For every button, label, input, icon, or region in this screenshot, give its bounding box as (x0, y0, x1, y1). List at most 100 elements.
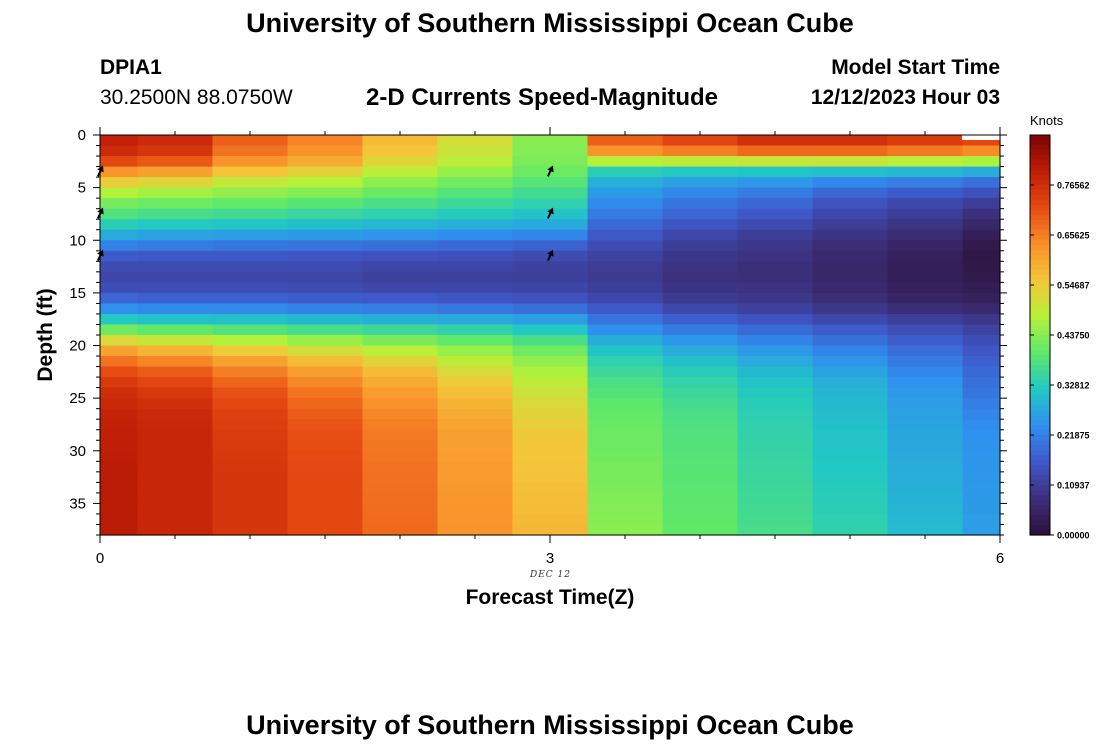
heatmap-cell (887, 440, 964, 452)
heatmap-cell (662, 377, 739, 389)
heatmap-cell (887, 513, 964, 526)
heatmap-cell (887, 250, 964, 262)
heatmap-cell (362, 145, 439, 157)
heatmap-cell (137, 229, 214, 241)
heatmap-cell (100, 313, 139, 326)
heatmap-cell (137, 387, 214, 399)
heatmap-cell (737, 324, 814, 336)
heatmap-cell (812, 145, 889, 157)
heatmap-cell (287, 145, 364, 157)
heatmap-cell (287, 271, 364, 283)
heatmap-cell (512, 366, 589, 378)
heatmap-cell (662, 503, 739, 515)
heatmap-cell (662, 408, 739, 420)
heatmap-cell (137, 366, 214, 378)
heatmap-cell (137, 282, 214, 294)
heatmap-cell (362, 461, 439, 473)
heatmap-cell (962, 366, 1001, 378)
heatmap-cell (437, 503, 514, 515)
heatmap-cell (212, 492, 289, 505)
heatmap-cell (137, 187, 214, 199)
heatmap-cell (100, 292, 139, 305)
heatmap-cell (137, 450, 214, 462)
heatmap-cell (437, 398, 514, 410)
heatmap-cell (587, 177, 664, 189)
heatmap-cell (437, 313, 514, 326)
station-coordinates: 30.2500N 88.0750W (100, 86, 293, 109)
heatmap-cell (662, 324, 739, 336)
heatmap-cell (512, 398, 589, 410)
colorbar-segment (1030, 175, 1050, 181)
heatmap-cell (812, 219, 889, 231)
heatmap-cell (137, 408, 214, 420)
bottom-page-title: University of Southern Mississippi Ocean… (246, 710, 854, 740)
heatmap-cell (587, 492, 664, 505)
heatmap-cell (100, 219, 139, 231)
heatmap-cell (437, 408, 514, 420)
heatmap-cell (287, 482, 364, 494)
heatmap-cell (737, 366, 814, 378)
colorbar-segment (1030, 180, 1050, 186)
heatmap-cell (100, 482, 139, 494)
heatmap-cell (437, 156, 514, 168)
heatmap-cell (587, 440, 664, 452)
colorbar-segment (1030, 445, 1050, 451)
heatmap-cell (287, 471, 364, 483)
heatmap-cell (437, 292, 514, 305)
heatmap-cell (362, 282, 439, 294)
heatmap-cell (887, 282, 964, 294)
heatmap-cell (662, 387, 739, 399)
heatmap-cell (887, 145, 964, 157)
heatmap-cell (887, 377, 964, 389)
heatmap-cell (512, 313, 589, 326)
heatmap-cell (662, 187, 739, 199)
colorbar-segment (1030, 235, 1050, 241)
colorbar-tick-label: 0.10937 (1057, 481, 1090, 491)
heatmap-cell (100, 145, 139, 157)
heatmap-cell (437, 461, 514, 473)
heatmap-cell (287, 250, 364, 262)
colorbar-segment (1030, 265, 1050, 271)
x-tick-label: 0 (96, 550, 104, 567)
heatmap-cell (137, 335, 214, 347)
colorbar-segment (1030, 210, 1050, 216)
colorbar-segment (1030, 250, 1050, 256)
heatmap-cell (587, 145, 664, 157)
heatmap-cell (512, 450, 589, 462)
colorbar-segment (1030, 420, 1050, 426)
heatmap-cell (737, 313, 814, 326)
colorbar-segment (1030, 450, 1050, 456)
heatmap-cell (587, 513, 664, 526)
heatmap-cell (587, 250, 664, 262)
colorbar-segment (1030, 525, 1050, 531)
heatmap-cell (437, 429, 514, 441)
heatmap-cell (662, 440, 739, 452)
heatmap-cell (287, 313, 364, 326)
heatmap-cell (437, 387, 514, 399)
colorbar-segment (1030, 480, 1050, 486)
heatmap-cell (512, 387, 589, 399)
heatmap-cell (212, 440, 289, 452)
heatmap-cell (137, 482, 214, 494)
heatmap-cell (437, 219, 514, 231)
heatmap-cell (212, 177, 289, 189)
heatmap-cell (962, 240, 1001, 252)
colorbar-segment (1030, 455, 1050, 461)
colorbar-segment (1030, 225, 1050, 231)
colorbar-segment (1030, 355, 1050, 361)
heatmap-cell (212, 135, 289, 147)
colorbar-segment (1030, 435, 1050, 441)
colorbar-segment (1030, 340, 1050, 346)
heatmap-cell (212, 377, 289, 389)
model-start-value: 12/12/2023 Hour 03 (810, 86, 1000, 109)
heatmap-cell (812, 408, 889, 420)
colorbar-tick-label: 0.54687 (1057, 281, 1090, 291)
heatmap-cell (962, 313, 1001, 326)
heatmap-cell (587, 366, 664, 378)
heatmap-cell (587, 282, 664, 294)
colorbar-segment (1030, 395, 1050, 401)
heatmap-cell (812, 471, 889, 483)
colorbar-segment (1030, 160, 1050, 166)
heatmap-cell (212, 513, 289, 526)
